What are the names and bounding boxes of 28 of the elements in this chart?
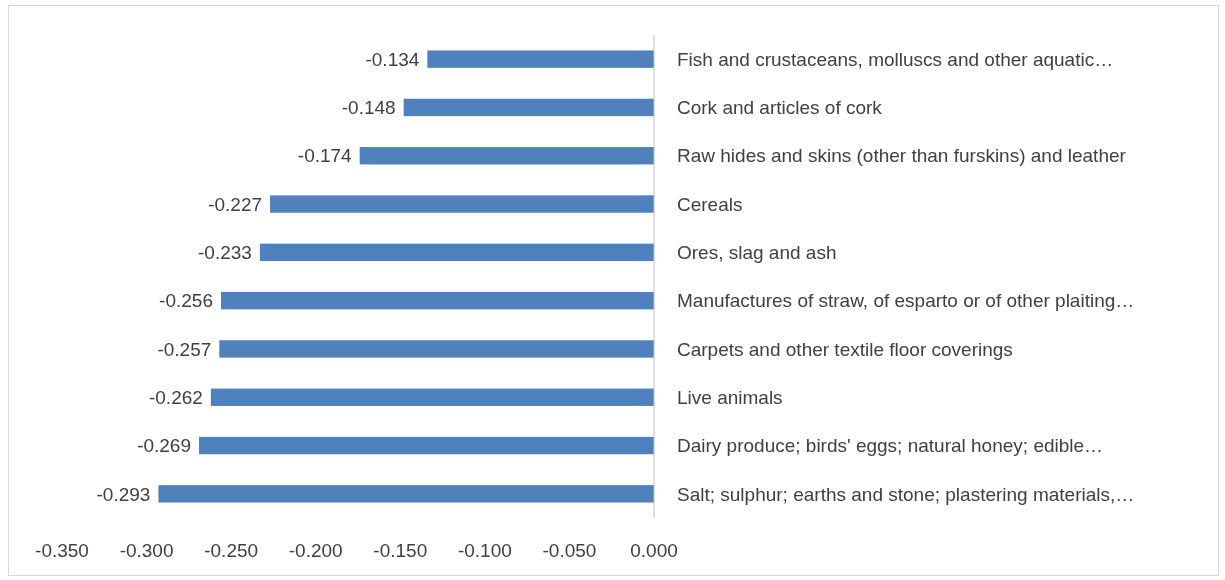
- data-label: -0.293: [96, 483, 151, 505]
- y-tick-label: Ores, slag and ash: [677, 242, 837, 263]
- x-tick-label: -0.250: [204, 539, 259, 561]
- y-tick-label: Manufactures of straw, of esparto or of other plaiting…: [677, 290, 1135, 312]
- x-tick-label: 0.000: [630, 539, 678, 561]
- x-tick-label: -0.350: [35, 539, 89, 561]
- data-label: -0.227: [208, 193, 263, 215]
- data-label: -0.269: [137, 435, 192, 457]
- x-tick-label: -0.100: [457, 539, 512, 561]
- y-tick-label: Dairy produce; birds' eggs; natural honey; edible…: [677, 435, 1104, 457]
- y-tick-label: Fish and crustaceans, molluscs and other aquatic…: [677, 48, 1114, 70]
- y-tick-label: Live animals: [677, 386, 783, 408]
- data-label: -0.174: [297, 145, 353, 167]
- x-tick-label: -0.150: [373, 539, 428, 561]
- y-tick-label: Carpets and other textile floor coverings: [677, 338, 1013, 360]
- x-tick-label: -0.050: [542, 539, 597, 561]
- y-tick-label: Cereals: [677, 193, 743, 215]
- y-tick-label: Salt; sulphur; earths and stone; plastering materials,…: [677, 483, 1135, 505]
- x-tick-label: -0.200: [288, 539, 343, 561]
- data-label: -0.148: [341, 97, 396, 119]
- data-label: -0.262: [148, 386, 203, 408]
- y-tick-label: Cork and articles of cork: [677, 97, 883, 119]
- y-tick-label: Raw hides and skins (other than furskins) and leather: [677, 145, 1127, 167]
- data-label: -0.257: [157, 338, 212, 360]
- data-label: -0.233: [198, 242, 252, 263]
- data-label: -0.134: [365, 48, 420, 70]
- x-tick-label: -0.300: [119, 539, 174, 561]
- data-label: -0.256: [159, 290, 213, 312]
